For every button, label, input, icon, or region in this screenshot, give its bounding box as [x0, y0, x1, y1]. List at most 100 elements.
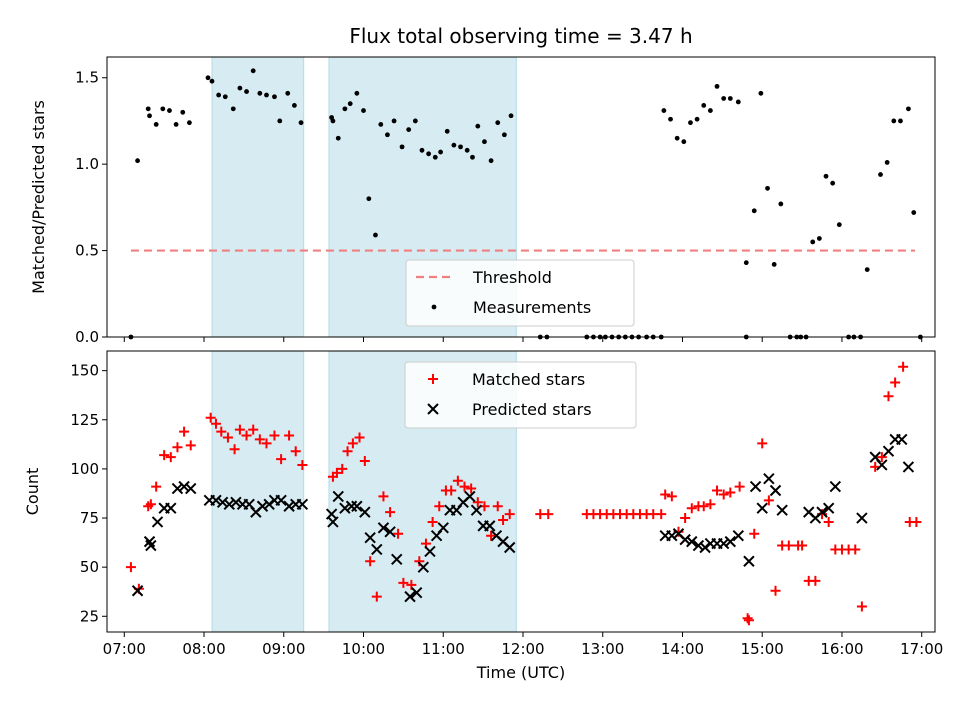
- data-point: [850, 544, 861, 555]
- data-point: [332, 490, 344, 503]
- data-point: [427, 516, 438, 527]
- data-point: [269, 430, 280, 441]
- data-point: [261, 438, 272, 449]
- y-tick-label: 1.0: [75, 155, 99, 173]
- data-point: [173, 122, 179, 127]
- data-point: [882, 445, 895, 457]
- data-point: [735, 99, 741, 105]
- y-tick-label: 50: [80, 558, 99, 576]
- data-point: [145, 106, 151, 112]
- shaded-interval: [211, 56, 305, 338]
- data-point: [856, 512, 868, 524]
- x-tick-label: 12:00: [501, 640, 544, 658]
- data-point: [692, 539, 705, 552]
- data-point: [178, 480, 190, 493]
- data-point: [732, 530, 745, 542]
- x-tick-label: 09:00: [262, 640, 305, 658]
- x-tick-label: 10:00: [342, 640, 385, 658]
- data-point: [743, 615, 754, 626]
- data-point: [399, 144, 405, 150]
- data-point: [884, 160, 890, 165]
- data-point: [501, 132, 507, 138]
- data-point: [503, 541, 516, 554]
- data-point: [434, 501, 445, 512]
- data-point: [135, 158, 140, 164]
- data-point: [504, 509, 515, 520]
- data-point: [364, 531, 376, 544]
- data-point: [272, 94, 277, 100]
- data-point: [816, 506, 828, 518]
- data-point: [714, 83, 720, 89]
- y-tick-label: 150: [70, 362, 99, 380]
- legend-frame: [404, 361, 637, 429]
- data-point: [475, 123, 481, 129]
- data-point: [275, 494, 287, 507]
- data-point: [694, 116, 700, 122]
- data-point: [393, 528, 404, 539]
- data-point: [484, 520, 496, 532]
- data-point: [686, 535, 698, 548]
- data-point: [264, 92, 269, 98]
- data-point: [668, 116, 673, 122]
- data-point: [495, 120, 501, 126]
- data-point: [125, 562, 136, 573]
- data-point: [283, 500, 295, 512]
- data-point: [878, 172, 883, 177]
- data-point: [763, 473, 775, 485]
- data-point: [205, 75, 211, 81]
- data-point: [414, 556, 425, 567]
- data-point: [347, 101, 353, 107]
- data-point: [836, 222, 842, 228]
- data-point: [391, 553, 403, 566]
- data-point: [210, 418, 221, 429]
- data-point: [412, 118, 418, 124]
- data-point: [167, 108, 172, 113]
- data-point: [290, 446, 301, 457]
- data-point: [234, 424, 245, 435]
- data-point: [426, 151, 432, 157]
- data-point: [451, 142, 457, 148]
- data-point: [742, 613, 753, 624]
- data-point: [898, 361, 909, 372]
- data-point: [464, 147, 470, 153]
- x-tick-label: 07:00: [103, 640, 146, 658]
- data-point: [145, 539, 157, 552]
- data-point: [298, 120, 304, 126]
- data-point: [717, 537, 730, 550]
- data-point: [406, 127, 412, 132]
- data-point: [734, 481, 745, 492]
- data-point: [452, 475, 463, 486]
- data-point: [470, 154, 475, 160]
- data-point: [377, 522, 390, 534]
- data-point: [391, 118, 397, 124]
- data-point: [472, 497, 483, 508]
- data-point: [721, 96, 727, 101]
- y-tick-label: 100: [70, 460, 99, 478]
- data-point: [656, 509, 667, 520]
- data-point: [823, 516, 834, 527]
- data-point: [229, 444, 240, 455]
- data-point: [365, 556, 376, 567]
- data-point: [459, 481, 470, 492]
- data-point: [492, 501, 503, 512]
- series-predicted-stars: [131, 433, 915, 603]
- data-point: [712, 485, 723, 496]
- data-point: [277, 118, 283, 124]
- data-point: [771, 262, 777, 267]
- series-matched-stars: [125, 361, 922, 626]
- data-point: [230, 496, 242, 509]
- data-point: [361, 108, 366, 113]
- data-point: [856, 601, 867, 612]
- data-point: [864, 267, 870, 272]
- x-tick-label: 14:00: [661, 640, 704, 658]
- chart-title: Flux total observing time = 3.47 h: [349, 24, 692, 48]
- data-point: [911, 516, 922, 527]
- data-point: [165, 452, 176, 463]
- data-point: [297, 459, 308, 470]
- data-point: [661, 108, 667, 113]
- data-point: [666, 530, 678, 542]
- data-point: [153, 122, 159, 127]
- data-point: [131, 585, 144, 597]
- data-point: [179, 426, 190, 437]
- data-point: [498, 514, 509, 525]
